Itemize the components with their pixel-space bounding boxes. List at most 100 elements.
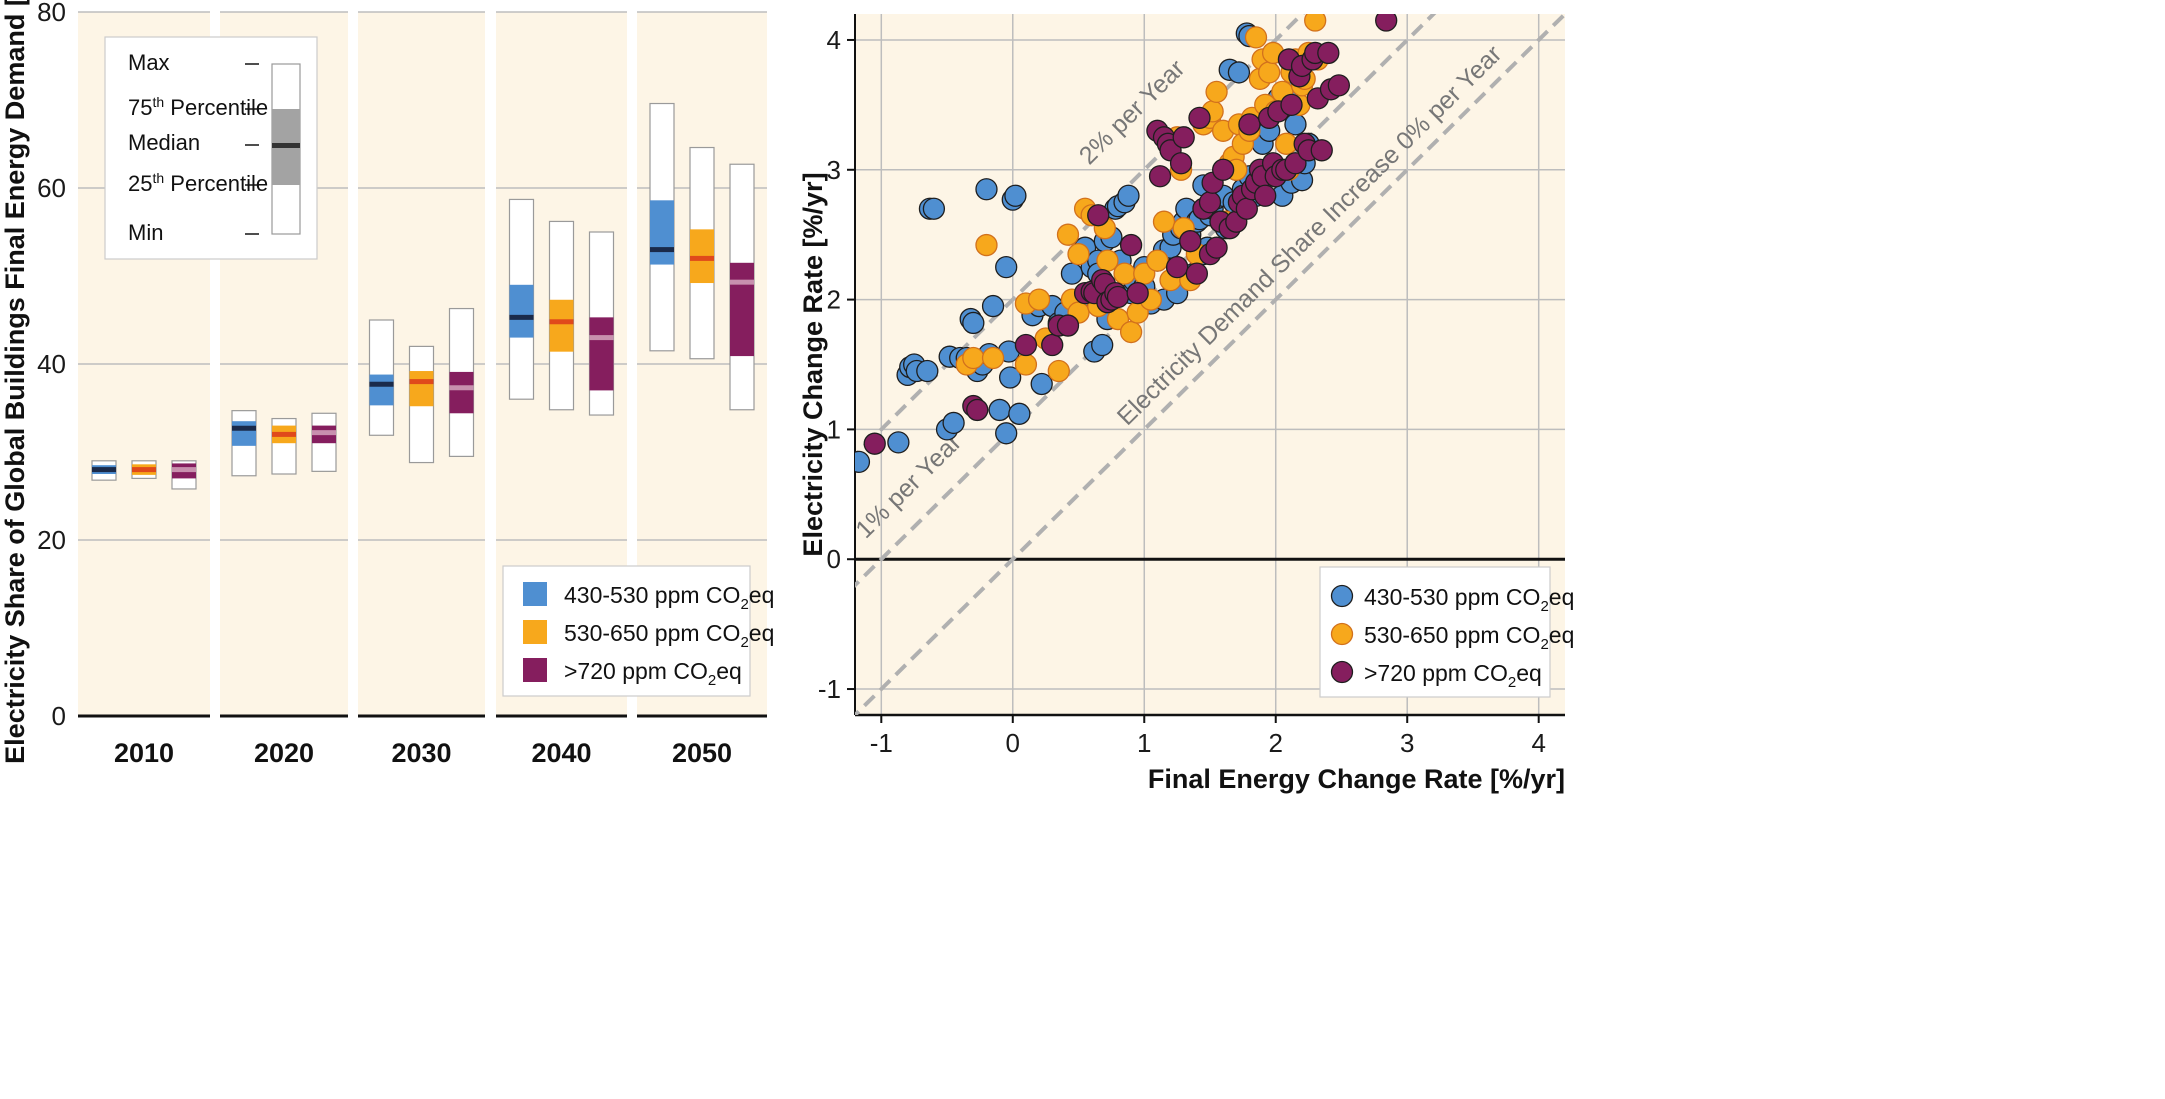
point-0-20 [981,294,1005,318]
point-2-3 [1014,333,1038,357]
legend-label-main: 530-650 ppm CO [1364,622,1540,648]
key-label-25th-suffix: th [152,170,164,186]
legend-label-end: eq [1516,660,1542,686]
point-1-62 [1304,14,1327,32]
point-0-52 [1117,184,1140,207]
legend-label-1: 530-650 ppm CO2eq [564,620,774,651]
legend-label-end: eq [1549,584,1575,610]
point-2-24 [1165,255,1189,279]
point-0-11 [942,411,965,435]
point-2-2 [966,398,989,422]
scatter-legend-marker-1 [1330,622,1354,646]
x-tick-label: 0 [1006,728,1020,758]
legend-label-end: eq [716,658,742,684]
point-2-17 [1119,233,1143,257]
scatter-legend-label-2: >720 ppm CO2eq [1364,660,1542,691]
median-mark-2-2020 [312,430,336,436]
point-2-4 [1041,333,1064,357]
point-2-10 [1087,204,1110,227]
category-label-2010: 2010 [114,738,174,768]
y-tick-label: 4 [827,25,841,55]
scatter-legend-marker-0 [1330,584,1354,608]
y-tick-label: 3 [827,155,841,185]
point-1-17 [1096,249,1119,272]
point-1-46 [1244,26,1268,49]
iqr-box-2-2030 [449,371,474,414]
legend-label-main: >720 ppm CO [564,658,708,684]
y-tick-label: 0 [52,701,66,731]
point-1-3 [981,346,1005,370]
key-label-median: Median [128,130,200,155]
point-1-2 [975,233,998,257]
key-label-min: Min [128,220,163,245]
scatter-legend-box [1319,566,1551,698]
y-axis-title: Electricity Change Rate [%/yr] [798,172,828,556]
legend-label-subscript: 2 [740,596,748,613]
key-label-25th-number: 25 [128,171,152,196]
y-tick-label: 40 [37,349,66,379]
point-0-1 [887,431,910,454]
y-tick-label: 20 [37,525,66,555]
point-2-27 [1179,230,1202,253]
iqr-box-0-2050 [650,200,674,265]
key-label-75th-word: Percentile [164,95,268,120]
x-axis-title: Final Energy Change Rate [%/yr] [1148,764,1565,794]
median-mark-0-2010 [92,467,116,473]
point-2-65 [1317,41,1340,65]
point-2-34 [1205,236,1228,259]
y-tick-label: 80 [37,0,66,27]
point-1-50 [1258,61,1281,84]
point-1-4 [1014,353,1038,376]
legend-label-end: eq [749,582,775,608]
point-1-8 [1047,359,1070,383]
point-0-43 [1091,333,1114,357]
iqr-box-0-2020 [232,421,256,446]
legend-label-main: 530-650 ppm CO [564,620,740,646]
point-2-6 [1056,314,1080,337]
iqr-box-1-2030 [409,371,434,407]
point-2-42 [1238,113,1261,136]
point-1-36 [1205,80,1228,104]
point-2-26 [1172,126,1195,149]
point-0-8 [922,197,946,220]
point-0-25 [998,366,1022,389]
iqr-box-2-2050 [730,262,754,357]
iqr-box-0-2040 [509,284,534,338]
point-1-20 [1113,262,1136,285]
point-2-36 [1211,158,1235,181]
legend-swatch-1 [523,620,547,644]
point-2-16 [1106,285,1130,309]
median-mark-0-2050 [650,247,674,253]
legend-label-subscript: 2 [1540,598,1548,615]
category-label-2040: 2040 [531,738,591,768]
legend-label-main: 430-530 ppm CO [564,582,740,608]
point-0-27 [1004,184,1027,207]
point-2-55 [1280,93,1303,117]
point-2-47 [1254,184,1277,207]
point-2-67 [1327,74,1351,97]
point-1-1 [962,346,985,370]
legend-swatch-2 [523,658,547,682]
iqr-box-1-2040 [549,299,574,352]
key-label-25th-word: Percentile [164,171,268,196]
point-0-35 [1060,262,1084,285]
median-mark-2-2050 [730,279,754,285]
median-mark-0-2040 [509,314,534,320]
legend-label-subscript: 2 [740,634,748,651]
point-2-28 [1185,262,1209,285]
x-tick-label: 1 [1137,728,1151,758]
point-0-0 [855,450,871,474]
median-mark-2-2030 [449,385,474,391]
point-0-31 [1030,372,1053,396]
point-2-0 [863,432,886,455]
legend-label-main: >720 ppm CO [1364,660,1508,686]
x-tick-label: 3 [1400,728,1414,758]
legend-swatch-0 [523,582,547,606]
y-tick-label: 60 [37,173,66,203]
category-label-2030: 2030 [391,738,451,768]
legend-label-2: >720 ppm CO2eq [564,658,742,689]
